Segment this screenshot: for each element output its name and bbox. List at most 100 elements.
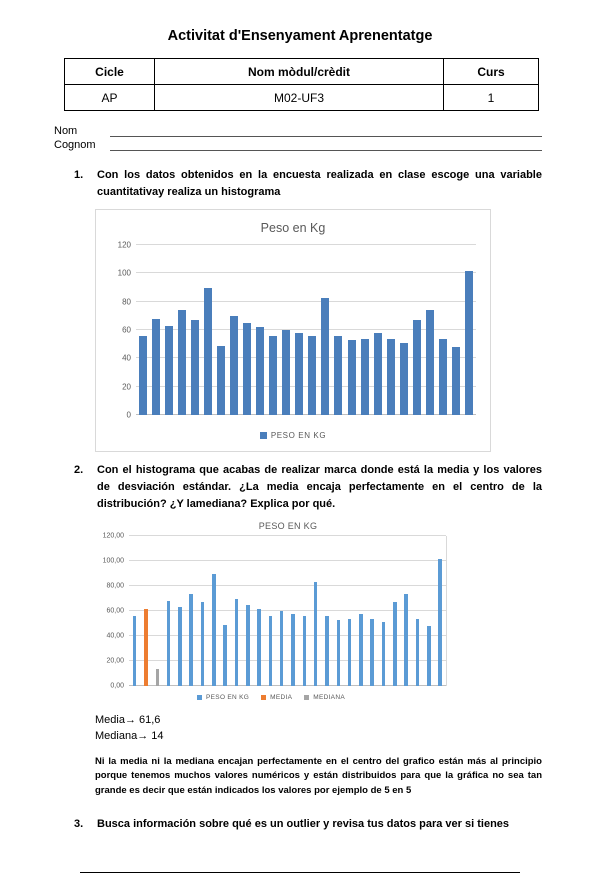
y-axis-label: 100 — [117, 268, 131, 278]
bar-peso-en-kg — [223, 624, 227, 687]
question-1: 1. Con los datos obtenidos en la encuest… — [74, 167, 542, 201]
chart-title: PESO EN KG — [258, 521, 318, 532]
bar-peso-en-kg — [373, 332, 382, 416]
chart-plot-area: 0 20 40 60 80 100 120 — [118, 241, 476, 420]
y-axis-label: 120 — [117, 240, 131, 250]
table-header-curs: Curs — [443, 58, 539, 85]
y-axis-label: 0 — [126, 410, 131, 420]
legend-swatch — [197, 695, 203, 701]
y-axis-label: 20,00 — [106, 657, 124, 665]
worksheet-page: Activitat d'Ensenyament Aprenentatge Cic… — [0, 28, 600, 873]
next-table-top-border — [80, 872, 520, 876]
bar-peso-en-kg — [425, 310, 434, 416]
table-cell-modul: M02-UF3 — [154, 84, 444, 111]
info-table-value-row: AP M02-UF3 1 — [64, 84, 539, 111]
bar-peso-en-kg — [321, 297, 330, 416]
gridline — [129, 585, 446, 587]
question-3-text: Busca información sobre qué es un outlie… — [97, 817, 510, 830]
y-axis-label: 80 — [122, 297, 131, 307]
bar-peso-en-kg — [138, 335, 147, 416]
nom-field-row: Nom — [54, 123, 600, 137]
gridline — [129, 685, 446, 687]
bar-peso-en-kg — [166, 601, 171, 687]
name-fields: Nom Cognom — [54, 123, 600, 151]
info-table: Cicle Nom mòdul/crèdit Curs AP M02-UF3 1 — [64, 58, 539, 111]
bar-peso-en-kg — [347, 618, 352, 687]
bar-peso-en-kg — [438, 558, 442, 687]
bar-peso-en-kg — [190, 320, 199, 416]
question-3: 3. Busca información sobre qué es un out… — [74, 816, 542, 833]
bar-peso-en-kg — [295, 332, 304, 416]
explanation-paragraph: Ni la media ni la mediana encajan perfec… — [95, 756, 542, 796]
question-2-text: Con el histograma que acabas de realizar… — [97, 464, 542, 511]
legend-item: PESO EN KG — [259, 431, 327, 441]
legend-label: PESO EN KG — [270, 431, 327, 441]
gridline — [136, 357, 476, 359]
bar-peso-en-kg — [386, 338, 395, 416]
question-1-text: Con los datos obtenidos en la encuesta r… — [97, 169, 542, 199]
y-axis-label: 100,00 — [102, 557, 124, 565]
bar-peso-en-kg — [257, 608, 261, 687]
gridline — [136, 244, 476, 246]
bar-peso-en-kg — [438, 338, 447, 416]
bar-peso-en-kg — [427, 626, 431, 687]
bar-peso-en-kg — [243, 323, 252, 416]
bar-peso-en-kg — [212, 573, 216, 687]
info-table-header-row: Cicle Nom mòdul/crèdit Curs — [64, 58, 539, 85]
page-title: Activitat d'Ensenyament Aprenentatge — [167, 28, 433, 44]
mediana-value-line: Mediana→ 14 — [95, 729, 164, 742]
legend-swatch — [259, 432, 267, 440]
y-axis-label: 120,00 — [102, 532, 124, 540]
bar-peso-en-kg — [336, 619, 341, 687]
chart-bars — [136, 245, 476, 416]
gridline — [129, 535, 446, 537]
legend-label: PESO EN KG — [206, 694, 250, 702]
nom-blank-line — [110, 125, 542, 137]
bar-peso-en-kg — [282, 330, 291, 416]
y-axis-label: 80,00 — [106, 582, 124, 590]
gridline — [136, 272, 476, 274]
legend-swatch — [261, 695, 267, 701]
bar-peso-en-kg — [381, 622, 386, 687]
media-value-line: Media→ 61,6 — [95, 714, 161, 727]
histogram-peso-chart: Peso en Kg 0 20 40 60 80 100 120 PESO EN KG — [95, 209, 491, 453]
bar-peso-en-kg — [246, 604, 250, 687]
table-cell-curs: 1 — [443, 84, 539, 111]
bar-peso-en-kg — [164, 325, 173, 416]
bar-peso-en-kg — [268, 616, 273, 687]
gridline — [129, 660, 446, 662]
gridline — [129, 610, 446, 612]
y-axis-label: 20 — [122, 382, 131, 392]
bar-mediana — [155, 668, 160, 687]
bar-peso-en-kg — [313, 582, 318, 687]
cognom-label: Cognom — [54, 139, 96, 151]
bar-peso-en-kg — [203, 287, 212, 416]
table-header-cicle: Cicle — [64, 58, 155, 85]
y-axis-label: 0,00 — [110, 682, 124, 690]
bar-peso-en-kg — [151, 318, 160, 416]
legend-item: MEDIA — [261, 694, 292, 701]
cognom-blank-line — [110, 139, 542, 151]
bar-peso-en-kg — [359, 613, 363, 687]
cognom-field-row: Cognom — [54, 137, 600, 151]
histogram-media-mediana-chart: PESO EN KG 0,00 20,00 40,00 60,00 80,00 100,0… — [95, 521, 447, 701]
legend-label: MEDIANA — [313, 694, 345, 702]
chart-bars — [129, 536, 446, 687]
chart-plot-area: 0,00 20,00 40,00 60,00 80,00 100,00 120,00 — [103, 533, 447, 690]
gridline — [136, 300, 476, 302]
bar-peso-en-kg — [404, 593, 408, 687]
bar-peso-en-kg — [393, 602, 397, 687]
bar-peso-en-kg — [256, 327, 265, 416]
bar-peso-en-kg — [229, 315, 238, 416]
bar-peso-en-kg — [412, 320, 421, 416]
bar-peso-en-kg — [302, 616, 307, 687]
bar-peso-en-kg — [360, 338, 369, 416]
chart-legend: PESO EN KG MEDIA MEDIANA — [95, 694, 447, 701]
legend-item: MEDIANA — [304, 694, 345, 701]
bar-peso-en-kg — [415, 618, 420, 687]
question-2-number: 2. — [74, 464, 84, 477]
y-axis-label: 40,00 — [106, 632, 124, 640]
legend-item: PESO EN KG — [197, 694, 249, 701]
bar-peso-en-kg — [200, 602, 205, 687]
bar-peso-en-kg — [177, 310, 186, 416]
